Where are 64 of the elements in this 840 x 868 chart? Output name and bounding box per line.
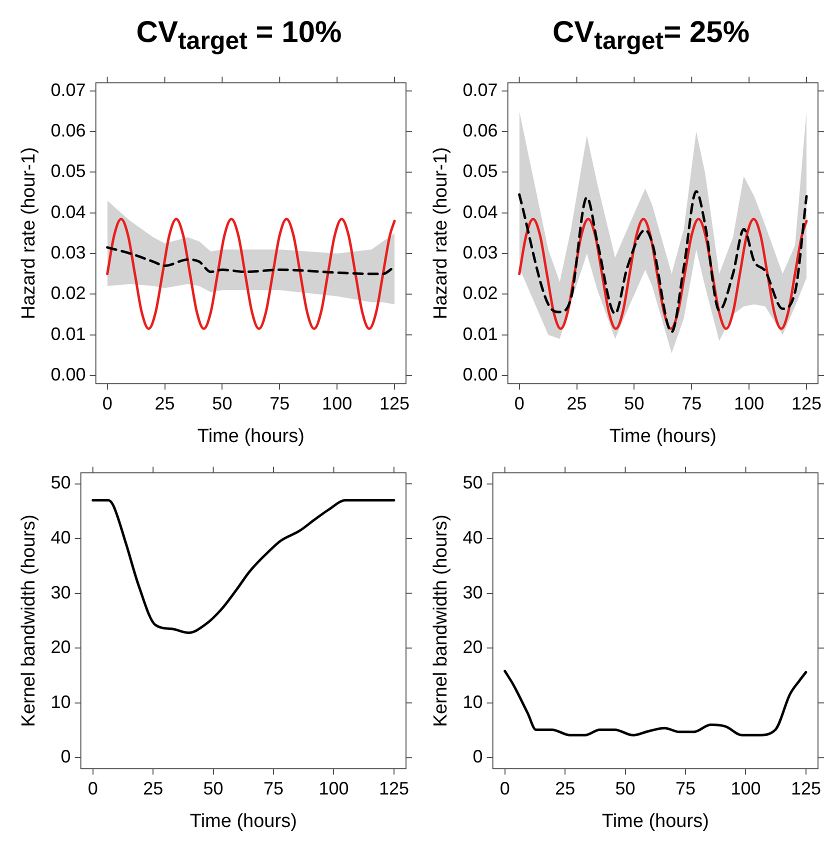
y-tick-label: 0.04: [50, 202, 86, 222]
x-axis-title: Time (hours): [602, 810, 709, 832]
x-tick-label: 50: [615, 778, 636, 798]
y-tick-label: 40: [462, 528, 483, 548]
line-series: [92, 498, 396, 634]
y-axis-title: Kernel bandwidth (hours): [430, 514, 452, 727]
x-tick-label: 50: [203, 778, 224, 798]
x-tick-label: 125: [790, 778, 821, 798]
y-tick-label: 0.01: [50, 324, 86, 344]
x-tick-label: 100: [318, 778, 349, 798]
x-tick-label: 0: [102, 393, 112, 414]
line-series: [518, 190, 808, 334]
line-series: [504, 670, 808, 736]
x-tick-label: 75: [264, 778, 284, 798]
y-tick-label: 0.03: [50, 242, 86, 262]
y-tick-label: 20: [462, 637, 483, 658]
x-tick-label: 100: [734, 393, 764, 414]
x-tick-label: 125: [379, 393, 410, 414]
y-tick-label: 0.05: [462, 161, 498, 182]
x-tick-label: 75: [270, 393, 290, 414]
x-tick-label: 75: [676, 778, 696, 798]
x-tick-label: 50: [624, 393, 644, 414]
y-tick-label: 0.00: [50, 364, 86, 384]
x-tick-label: 25: [154, 393, 175, 414]
chart-title: CV$_{target}$= 25%: [551, 15, 751, 57]
y-tick-label: 50: [462, 472, 483, 493]
y-axis-title: Hazard rate (hour-1): [18, 147, 40, 320]
y-tick-label: 10: [462, 692, 483, 712]
chart-title: CV$_{target}$ = 10%: [135, 15, 343, 57]
y-axis-title: Hazard rate (hour-1): [430, 147, 452, 320]
x-tick-label: 25: [143, 778, 164, 798]
x-tick-label: 50: [212, 393, 232, 414]
y-tick-label: 0.07: [50, 80, 86, 100]
line-series: [106, 218, 396, 330]
y-tick-label: 0.03: [462, 242, 498, 262]
y-tick-label: 0.04: [462, 202, 498, 222]
x-tick-label: 125: [791, 393, 822, 414]
y-axis-title: Kernel bandwidth (hours): [18, 514, 40, 727]
x-axis-title: Time (hours): [190, 810, 297, 832]
x-tick-label: 25: [555, 778, 576, 798]
x-axis-title: Time (hours): [197, 426, 304, 447]
y-tick-label: 0: [472, 746, 483, 767]
y-tick-label: 40: [50, 528, 71, 548]
y-tick-label: 0.02: [462, 283, 498, 304]
y-tick-label: 0.06: [50, 120, 86, 141]
x-tick-label: 0: [514, 393, 524, 414]
x-tick-label: 100: [322, 393, 352, 414]
y-tick-label: 0.06: [462, 120, 498, 141]
y-tick-label: 20: [50, 637, 71, 658]
y-tick-label: 0.02: [50, 283, 86, 304]
y-tick-label: 0.01: [462, 324, 498, 344]
y-tick-label: 30: [50, 582, 71, 602]
x-tick-label: 100: [730, 778, 761, 798]
y-tick-label: 50: [50, 472, 71, 493]
x-axis-title: Time (hours): [609, 426, 716, 447]
x-tick-label: 75: [682, 393, 702, 414]
y-tick-label: 0.07: [462, 80, 498, 100]
x-tick-label: 25: [566, 393, 587, 414]
y-tick-label: 0: [60, 746, 71, 767]
y-tick-label: 0.00: [462, 364, 498, 384]
y-tick-label: 0.05: [50, 161, 86, 182]
y-tick-label: 10: [50, 692, 71, 712]
x-tick-label: 125: [378, 778, 409, 798]
y-tick-label: 30: [462, 582, 483, 602]
